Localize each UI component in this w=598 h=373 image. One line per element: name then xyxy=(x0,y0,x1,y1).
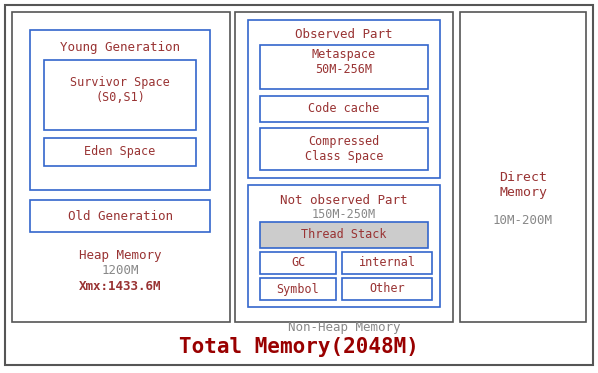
Text: Non-Heap Memory: Non-Heap Memory xyxy=(288,322,400,335)
Text: Thread Stack: Thread Stack xyxy=(301,229,387,241)
Text: GC: GC xyxy=(291,257,305,270)
Text: Other: Other xyxy=(369,282,405,295)
Text: Direct
Memory: Direct Memory xyxy=(499,171,547,199)
FancyBboxPatch shape xyxy=(260,222,428,248)
Text: Heap Memory: Heap Memory xyxy=(79,250,161,263)
Text: Compressed
Class Space: Compressed Class Space xyxy=(305,135,383,163)
FancyBboxPatch shape xyxy=(30,30,210,190)
Text: Total Memory(2048M): Total Memory(2048M) xyxy=(179,337,419,357)
Text: Old Generation: Old Generation xyxy=(68,210,172,223)
Text: Observed Part: Observed Part xyxy=(295,28,393,41)
Text: Survivor Space
(S0,S1): Survivor Space (S0,S1) xyxy=(70,76,170,104)
FancyBboxPatch shape xyxy=(12,12,230,322)
Text: Code cache: Code cache xyxy=(309,103,380,116)
FancyBboxPatch shape xyxy=(44,60,196,130)
FancyBboxPatch shape xyxy=(260,128,428,170)
FancyBboxPatch shape xyxy=(235,12,453,322)
Text: Symbol: Symbol xyxy=(277,282,319,295)
Text: Xmx:1433.6M: Xmx:1433.6M xyxy=(79,280,161,294)
Text: Young Generation: Young Generation xyxy=(60,41,180,53)
FancyBboxPatch shape xyxy=(342,278,432,300)
FancyBboxPatch shape xyxy=(460,12,586,322)
FancyBboxPatch shape xyxy=(248,185,440,307)
FancyBboxPatch shape xyxy=(44,138,196,166)
FancyBboxPatch shape xyxy=(260,278,336,300)
Text: Not observed Part: Not observed Part xyxy=(280,194,408,207)
Text: 10M-200M: 10M-200M xyxy=(493,213,553,226)
Text: Eden Space: Eden Space xyxy=(84,145,155,159)
Text: Metaspace
50M-256M: Metaspace 50M-256M xyxy=(312,48,376,76)
FancyBboxPatch shape xyxy=(260,96,428,122)
FancyBboxPatch shape xyxy=(5,5,593,365)
FancyBboxPatch shape xyxy=(260,252,336,274)
FancyBboxPatch shape xyxy=(342,252,432,274)
Text: internal: internal xyxy=(358,257,416,270)
Text: 150M-250M: 150M-250M xyxy=(312,207,376,220)
FancyBboxPatch shape xyxy=(248,20,440,178)
FancyBboxPatch shape xyxy=(260,45,428,89)
Text: 1200M: 1200M xyxy=(101,264,139,278)
FancyBboxPatch shape xyxy=(30,200,210,232)
